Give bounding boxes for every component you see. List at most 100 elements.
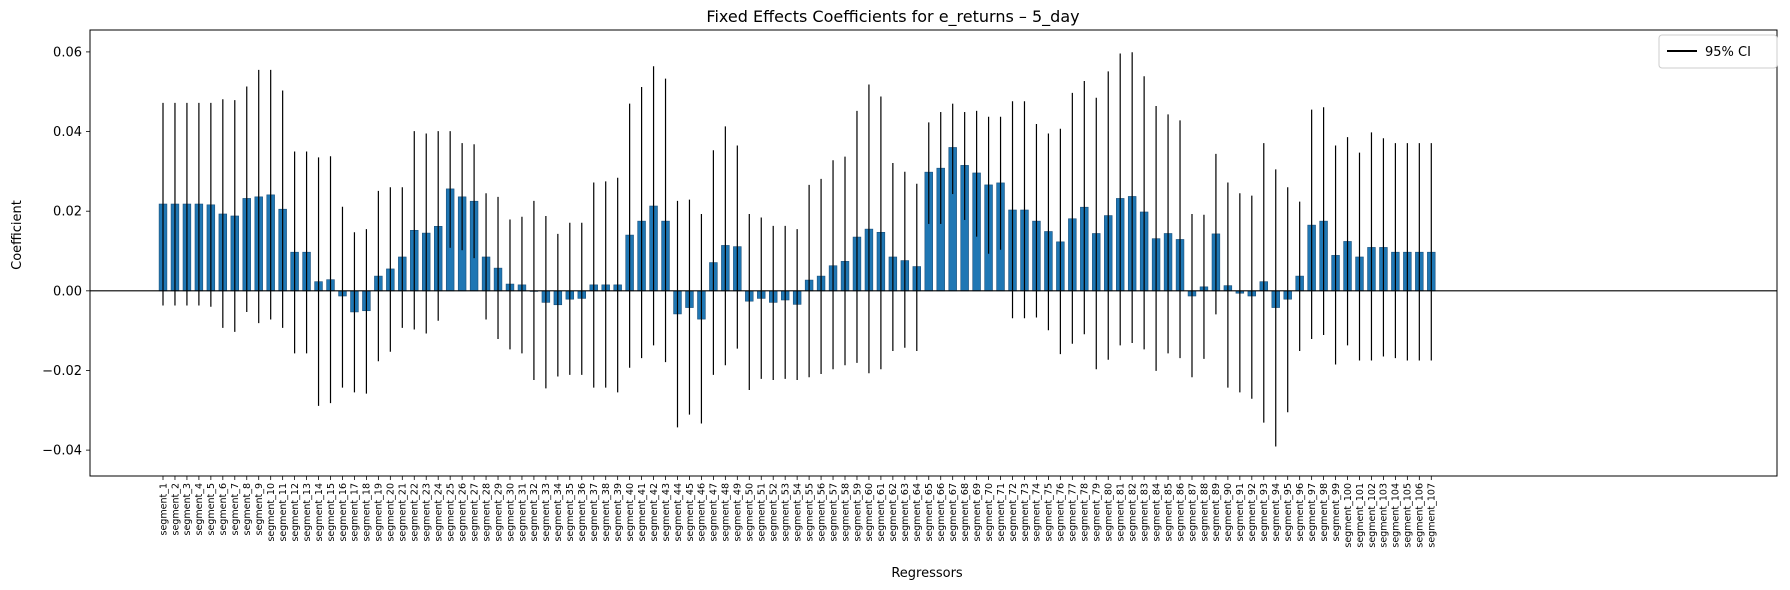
x-tick-label-segment_2: segment_2 [170, 483, 181, 535]
x-tick-label-segment_56: segment_56 [816, 483, 827, 542]
x-tick-label-segment_33: segment_33 [541, 483, 552, 542]
x-tick-label-segment_72: segment_72 [1008, 483, 1019, 542]
x-tick-label-segment_28: segment_28 [481, 483, 492, 542]
x-tick-label-segment_63: segment_63 [900, 483, 911, 542]
x-tick-label-segment_99: segment_99 [1331, 483, 1342, 542]
x-tick-label-segment_80: segment_80 [1104, 483, 1115, 542]
x-tick-label-segment_46: segment_46 [697, 483, 708, 542]
x-tick-label-segment_71: segment_71 [996, 483, 1007, 542]
x-tick-label-segment_84: segment_84 [1151, 483, 1162, 542]
x-tick-label-segment_27: segment_27 [469, 483, 480, 542]
x-tick-label-segment_11: segment_11 [278, 483, 289, 542]
x-tick-label-segment_62: segment_62 [888, 483, 899, 542]
x-tick-label-segment_53: segment_53 [780, 483, 791, 542]
x-tick-label-segment_12: segment_12 [290, 483, 301, 542]
x-tick-label-segment_90: segment_90 [1223, 483, 1234, 542]
x-tick-label-segment_73: segment_73 [1020, 483, 1031, 542]
x-tick-label-segment_8: segment_8 [242, 483, 253, 535]
x-tick-label-segment_52: segment_52 [769, 483, 780, 542]
x-tick-label-segment_3: segment_3 [182, 483, 193, 535]
x-tick-label-segment_41: segment_41 [637, 483, 648, 542]
x-tick-label-segment_61: segment_61 [876, 483, 887, 542]
x-tick-label-segment_96: segment_96 [1295, 483, 1306, 542]
x-tick-label-segment_4: segment_4 [194, 483, 205, 535]
x-tick-label-segment_55: segment_55 [804, 483, 815, 542]
y-tick-label: 0.00 [53, 284, 82, 299]
legend-box [1658, 34, 1778, 69]
x-tick-label-segment_68: segment_68 [960, 483, 971, 542]
x-tick-label-segment_89: segment_89 [1211, 483, 1222, 542]
x-tick-label-segment_21: segment_21 [398, 483, 409, 542]
x-tick-label-segment_23: segment_23 [422, 483, 433, 542]
axes-frame [89, 29, 1778, 477]
x-tick-label-segment_13: segment_13 [302, 483, 313, 542]
x-tick-label-segment_42: segment_42 [649, 483, 660, 542]
x-tick-label-segment_38: segment_38 [601, 483, 612, 542]
x-tick-label-segment_86: segment_86 [1175, 483, 1186, 542]
x-tick-label-segment_10: segment_10 [266, 483, 277, 542]
x-tick-label-segment_64: segment_64 [912, 483, 923, 542]
x-tick-label-segment_85: segment_85 [1163, 483, 1174, 542]
y-tick-label: 0.04 [53, 125, 82, 140]
x-tick-label-segment_60: segment_60 [864, 483, 875, 542]
x-tick-label-segment_32: segment_32 [529, 483, 540, 542]
x-tick-label-segment_78: segment_78 [1080, 483, 1091, 542]
x-tick-label-segment_103: segment_103 [1379, 483, 1390, 548]
x-tick-label-segment_40: segment_40 [625, 483, 636, 542]
x-tick-label-segment_58: segment_58 [840, 483, 851, 542]
x-tick-label-segment_105: segment_105 [1403, 483, 1414, 548]
x-tick-label-segment_106: segment_106 [1415, 483, 1426, 548]
x-tick-label-segment_1: segment_1 [158, 483, 169, 535]
x-tick-label-segment_26: segment_26 [457, 483, 468, 542]
y-tick-label: −0.04 [42, 444, 82, 459]
x-tick-label-segment_79: segment_79 [1092, 483, 1103, 542]
x-tick-label-segment_44: segment_44 [673, 483, 684, 542]
x-tick-label-segment_50: segment_50 [745, 483, 756, 542]
x-tick-label-segment_94: segment_94 [1271, 483, 1282, 542]
x-tick-label-segment_107: segment_107 [1427, 483, 1438, 548]
x-tick-label-segment_31: segment_31 [517, 483, 528, 542]
x-tick-label-segment_70: segment_70 [984, 483, 995, 542]
x-tick-label-segment_83: segment_83 [1139, 483, 1150, 542]
x-tick-label-segment_82: segment_82 [1127, 483, 1138, 542]
x-tick-label-segment_39: segment_39 [613, 483, 624, 542]
x-tick-label-segment_66: segment_66 [936, 483, 947, 542]
x-tick-label-segment_45: segment_45 [685, 483, 696, 542]
y-tick-label: 0.02 [53, 205, 82, 220]
x-tick-label-segment_77: segment_77 [1068, 483, 1079, 542]
x-tick-label-segment_59: segment_59 [852, 483, 863, 542]
x-tick-label-segment_6: segment_6 [218, 483, 229, 535]
x-axis-label: Regressors [891, 566, 963, 581]
x-tick-label-segment_19: segment_19 [374, 483, 385, 542]
y-tick-label: 0.06 [53, 45, 82, 60]
x-tick-label-segment_65: segment_65 [924, 483, 935, 542]
x-tick-label-segment_15: segment_15 [326, 483, 337, 542]
x-tick-label-segment_92: segment_92 [1247, 483, 1258, 542]
x-tick-label-segment_24: segment_24 [433, 483, 444, 542]
x-tick-label-segment_95: segment_95 [1283, 483, 1294, 542]
x-tick-label-segment_57: segment_57 [828, 483, 839, 542]
x-tick-label-segment_49: segment_49 [733, 483, 744, 542]
x-tick-label-segment_36: segment_36 [577, 483, 588, 542]
x-tick-label-segment_76: segment_76 [1056, 483, 1067, 542]
x-tick-label-segment_5: segment_5 [206, 483, 217, 535]
x-tick-label-segment_48: segment_48 [721, 483, 732, 542]
x-tick-label-segment_98: segment_98 [1319, 483, 1330, 542]
x-tick-label-segment_54: segment_54 [792, 483, 803, 542]
plot-area: segment_1 segment_2 segment_3 segment_4 segm… [42, 29, 1778, 548]
x-tick-label-segment_104: segment_104 [1391, 483, 1402, 548]
x-tick-label-segment_37: segment_37 [589, 483, 600, 542]
x-tick-label-segment_51: segment_51 [757, 483, 768, 542]
x-tick-label-segment_69: segment_69 [972, 483, 983, 542]
x-tick-label-segment_22: segment_22 [410, 483, 421, 542]
x-tick-label-segment_35: segment_35 [565, 483, 576, 542]
x-tick-label-segment_7: segment_7 [230, 483, 241, 535]
x-tick-label-segment_43: segment_43 [661, 483, 672, 542]
x-tick-label-segment_93: segment_93 [1259, 483, 1270, 542]
x-tick-label-segment_14: segment_14 [314, 483, 325, 542]
x-tick-label-segment_9: segment_9 [254, 483, 265, 535]
x-tick-label-segment_47: segment_47 [709, 483, 720, 542]
x-tick-label-segment_91: segment_91 [1235, 483, 1246, 542]
